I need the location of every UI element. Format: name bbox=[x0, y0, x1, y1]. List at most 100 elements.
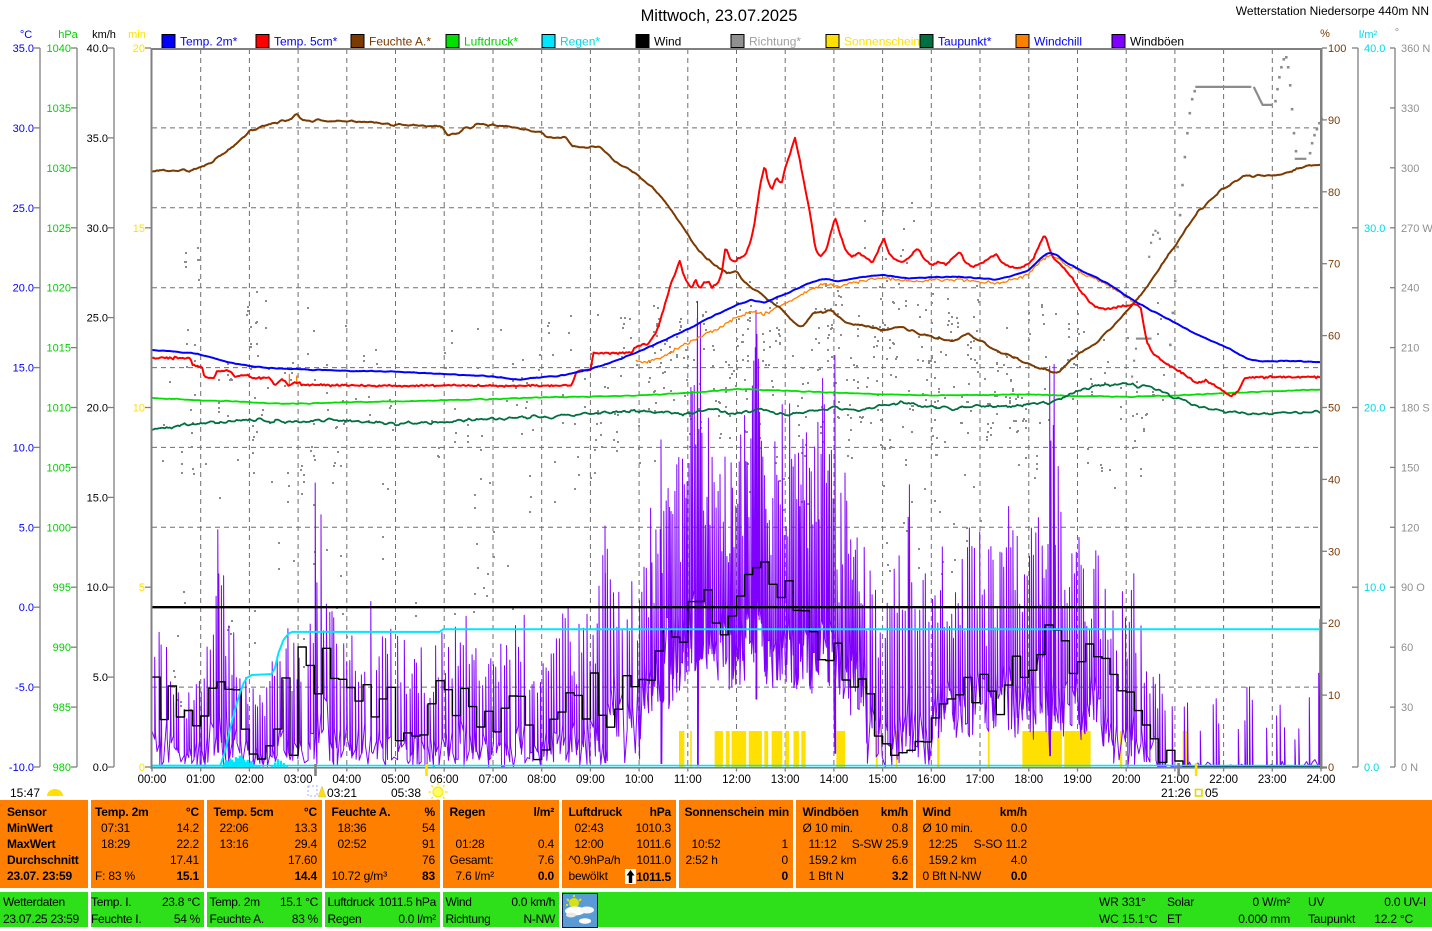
svg-text:min: min bbox=[128, 29, 146, 41]
svg-text:270 W: 270 W bbox=[1401, 223, 1432, 235]
svg-text:40.0: 40.0 bbox=[1364, 43, 1385, 55]
svg-text:14:00: 14:00 bbox=[820, 774, 849, 786]
svg-text:60: 60 bbox=[1401, 642, 1413, 654]
svg-text:120: 120 bbox=[1401, 522, 1419, 534]
svg-text:70: 70 bbox=[1328, 259, 1340, 271]
svg-text:0.0: 0.0 bbox=[93, 762, 108, 774]
svg-text:10: 10 bbox=[1328, 690, 1340, 702]
svg-text:25.0: 25.0 bbox=[13, 203, 34, 215]
svg-text:0: 0 bbox=[1328, 762, 1334, 774]
svg-text:Mittwoch, 23.07.2025: Mittwoch, 23.07.2025 bbox=[641, 7, 798, 25]
svg-text:360 N: 360 N bbox=[1401, 43, 1430, 55]
svg-text:07:00: 07:00 bbox=[479, 774, 508, 786]
svg-text:20: 20 bbox=[1328, 618, 1340, 630]
svg-text:980: 980 bbox=[53, 762, 71, 774]
svg-text:60: 60 bbox=[1328, 331, 1340, 343]
svg-text:990: 990 bbox=[53, 642, 71, 654]
svg-text:Temp. 5cm*: Temp. 5cm* bbox=[274, 35, 338, 49]
svg-text:km/h: km/h bbox=[92, 29, 116, 41]
svg-text:180 S: 180 S bbox=[1401, 403, 1430, 415]
svg-text:-10.0: -10.0 bbox=[9, 762, 34, 774]
svg-text:18:00: 18:00 bbox=[1014, 774, 1043, 786]
svg-text:90: 90 bbox=[1328, 115, 1340, 127]
svg-text:150: 150 bbox=[1401, 462, 1419, 474]
svg-text:100: 100 bbox=[1328, 43, 1346, 55]
svg-text:210: 210 bbox=[1401, 343, 1419, 355]
svg-text:35.0: 35.0 bbox=[87, 133, 108, 145]
svg-text:30.0: 30.0 bbox=[87, 223, 108, 235]
svg-text:Feuchte A.*: Feuchte A.* bbox=[369, 35, 431, 49]
svg-text:80: 80 bbox=[1328, 187, 1340, 199]
svg-text:17:00: 17:00 bbox=[966, 774, 995, 786]
svg-text:10:00: 10:00 bbox=[625, 774, 654, 786]
svg-text:01:00: 01:00 bbox=[186, 774, 215, 786]
svg-text:15.0: 15.0 bbox=[13, 363, 34, 375]
svg-text:19:00: 19:00 bbox=[1063, 774, 1092, 786]
svg-text:1005: 1005 bbox=[47, 462, 71, 474]
svg-text:0 N: 0 N bbox=[1401, 762, 1418, 774]
svg-text:03:00: 03:00 bbox=[284, 774, 313, 786]
svg-text:20.0: 20.0 bbox=[1364, 403, 1385, 415]
svg-text:Temp. 2m*: Temp. 2m* bbox=[180, 35, 238, 49]
svg-text:16:00: 16:00 bbox=[917, 774, 946, 786]
svg-text:30: 30 bbox=[1328, 546, 1340, 558]
svg-text:10.0: 10.0 bbox=[13, 442, 34, 454]
svg-text:1030: 1030 bbox=[47, 163, 71, 175]
svg-text:1015: 1015 bbox=[47, 343, 71, 355]
svg-text:10.0: 10.0 bbox=[87, 582, 108, 594]
svg-text:Richtung*: Richtung* bbox=[749, 35, 801, 49]
svg-text:23:00: 23:00 bbox=[1258, 774, 1287, 786]
svg-text:21:00: 21:00 bbox=[1161, 774, 1190, 786]
svg-text:Taupunkt*: Taupunkt* bbox=[938, 35, 992, 49]
svg-text:995: 995 bbox=[53, 582, 71, 594]
svg-text:1020: 1020 bbox=[47, 283, 71, 295]
svg-text:1025: 1025 bbox=[47, 223, 71, 235]
svg-text:0: 0 bbox=[139, 762, 145, 774]
svg-text:330: 330 bbox=[1401, 103, 1419, 115]
svg-text:5: 5 bbox=[139, 582, 145, 594]
svg-text:90 O: 90 O bbox=[1401, 582, 1425, 594]
svg-text:40.0: 40.0 bbox=[87, 43, 108, 55]
svg-text:02:00: 02:00 bbox=[235, 774, 264, 786]
svg-text:1035: 1035 bbox=[47, 103, 71, 115]
svg-text:1010: 1010 bbox=[47, 403, 71, 415]
svg-text:15: 15 bbox=[133, 223, 145, 235]
svg-text:0.0: 0.0 bbox=[19, 602, 34, 614]
svg-text:5.0: 5.0 bbox=[19, 522, 34, 534]
svg-text:08:00: 08:00 bbox=[527, 774, 556, 786]
svg-text:40: 40 bbox=[1328, 474, 1340, 486]
svg-text:05:38: 05:38 bbox=[391, 786, 421, 800]
svg-text:09:00: 09:00 bbox=[576, 774, 605, 786]
svg-text:20.0: 20.0 bbox=[87, 403, 108, 415]
svg-text:25.0: 25.0 bbox=[87, 313, 108, 325]
svg-text:15:47: 15:47 bbox=[10, 786, 40, 800]
svg-text:35.0: 35.0 bbox=[13, 43, 34, 55]
svg-text:hPa: hPa bbox=[58, 29, 78, 41]
svg-text:10: 10 bbox=[133, 403, 145, 415]
svg-text:Wind: Wind bbox=[654, 35, 681, 49]
svg-text:05:00: 05:00 bbox=[381, 774, 410, 786]
svg-text:05: 05 bbox=[1205, 786, 1219, 800]
svg-text:Wetterstation Niedersorpe 440m: Wetterstation Niedersorpe 440m NN bbox=[1236, 4, 1429, 18]
svg-text:06:00: 06:00 bbox=[430, 774, 459, 786]
svg-text:03:21: 03:21 bbox=[327, 786, 357, 800]
svg-text:00:00: 00:00 bbox=[138, 774, 167, 786]
svg-text:30.0: 30.0 bbox=[1364, 223, 1385, 235]
svg-text:0.0: 0.0 bbox=[1364, 762, 1379, 774]
svg-text:°: ° bbox=[1395, 27, 1399, 39]
svg-text:Sonnenschein: Sonnenschein bbox=[844, 35, 920, 49]
svg-text:20: 20 bbox=[133, 43, 145, 55]
svg-text:50: 50 bbox=[1328, 403, 1340, 415]
svg-text:24:00: 24:00 bbox=[1307, 774, 1336, 786]
svg-text:°C: °C bbox=[20, 29, 32, 41]
svg-text:30: 30 bbox=[1401, 702, 1413, 714]
svg-text:20:00: 20:00 bbox=[1112, 774, 1141, 786]
svg-text:11:00: 11:00 bbox=[674, 774, 702, 786]
svg-text:300: 300 bbox=[1401, 163, 1419, 175]
svg-text:30.0: 30.0 bbox=[13, 123, 34, 135]
svg-text:1000: 1000 bbox=[47, 522, 71, 534]
svg-text:Regen*: Regen* bbox=[560, 35, 600, 49]
svg-text:-5.0: -5.0 bbox=[15, 682, 34, 694]
svg-text:15:00: 15:00 bbox=[868, 774, 897, 786]
svg-text:20.0: 20.0 bbox=[13, 283, 34, 295]
